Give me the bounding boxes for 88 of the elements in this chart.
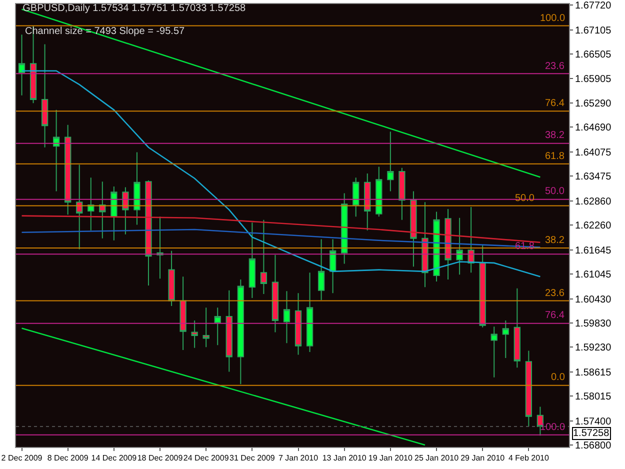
annotation: 38.2 <box>545 235 565 246</box>
candlestick <box>376 166 382 218</box>
candlestick <box>479 244 486 328</box>
candlestick <box>260 219 268 294</box>
candlestick <box>99 181 106 239</box>
annotation: 61.8 <box>545 151 565 162</box>
y-tick-label: 1.67105 <box>575 25 612 36</box>
x-tick-label: 31 Dec 2009 <box>229 454 276 463</box>
annotation: 50.0 <box>545 186 565 197</box>
candlestick <box>248 222 256 298</box>
x-tick-label: 2 Dec 2009 <box>1 454 43 463</box>
candlestick <box>283 290 290 344</box>
candlestick <box>294 292 302 356</box>
y-tick-label: 1.66505 <box>575 50 612 61</box>
candlestick <box>41 44 48 148</box>
candlestick <box>456 217 463 276</box>
candlestick <box>226 290 232 372</box>
annotation: 100.0 <box>540 422 566 433</box>
candlestick <box>110 186 118 241</box>
y-tick-label: 1.61045 <box>575 270 612 281</box>
y-tick-label: 1.56800 <box>575 440 612 452</box>
candlestick <box>364 173 371 231</box>
candlestick <box>502 320 509 358</box>
annotation: 76.4 <box>545 310 565 321</box>
y-tick-label: 1.58015 <box>575 392 612 403</box>
line-series <box>21 70 541 278</box>
candlestick <box>122 186 129 235</box>
y-tick-label: 1.58615 <box>575 367 612 378</box>
x-tick-label: 25 Jan 2010 <box>414 454 460 463</box>
candlestick <box>180 276 186 350</box>
candlestick <box>422 202 428 288</box>
annotation: 76.4 <box>545 98 565 109</box>
line-series <box>21 215 541 244</box>
x-tick-label: 18 Dec 2009 <box>137 454 184 463</box>
candlestick <box>134 152 140 226</box>
annotation: 23.6 <box>545 288 565 299</box>
candlestick <box>410 190 417 268</box>
candlestick <box>191 320 198 348</box>
y-tick-label: 1.59830 <box>575 318 612 330</box>
y-tick-label: 1.64075 <box>575 148 612 158</box>
chart-title: GBPUSD,Daily 1.57534 1.57751 1.57033 1.57258 <box>22 2 246 14</box>
candlestick <box>398 167 406 220</box>
candlestick <box>330 238 336 294</box>
y-tick-label: 1.62860 <box>575 196 612 208</box>
candlestick <box>341 192 348 264</box>
annotation: 100.0 <box>540 13 566 24</box>
candlestick <box>352 177 360 218</box>
x-tick-label: 14 Dec 2009 <box>91 454 138 463</box>
x-tick-label: 19 Jan 2010 <box>368 454 413 463</box>
annotation: 23.6 <box>545 61 565 72</box>
x-tick-label: 7 Jan 2010 <box>278 454 319 463</box>
candlestick <box>514 288 520 368</box>
candlestick <box>156 216 164 280</box>
annotation: 0.0 <box>551 372 566 383</box>
y-tick-label: 1.59230 <box>575 342 612 354</box>
x-tick-label: 24 Dec 2009 <box>183 454 230 463</box>
candlestick <box>202 307 210 348</box>
candlestick <box>214 307 221 346</box>
y-tick-label: 1.65905 <box>575 74 612 85</box>
y-tick-label: 1.61645 <box>575 245 612 256</box>
candlestick <box>272 254 279 333</box>
candlestick <box>64 124 72 216</box>
y-tick-label: 1.63475 <box>575 172 612 183</box>
x-tick-label: 29 Jan 2010 <box>460 454 506 463</box>
candlestick <box>88 177 94 231</box>
annotation: 38.2 <box>545 130 565 141</box>
candlestick <box>76 164 83 250</box>
candlestick <box>490 326 498 378</box>
y-tick-label: 1.62260 <box>575 220 612 232</box>
line-series <box>21 228 541 248</box>
candlestick <box>387 131 394 192</box>
candlestick <box>168 250 175 307</box>
y-tick-label: 1.67720 <box>575 0 612 12</box>
x-tick-label: 13 Jan 2010 <box>322 454 367 463</box>
candlestick <box>318 238 325 300</box>
candlestick <box>53 109 60 192</box>
candlestick <box>525 350 532 427</box>
y-tick-label: 1.64690 <box>575 122 612 134</box>
candlestick <box>306 272 314 352</box>
y-tick-label: 1.60430 <box>575 294 612 306</box>
x-tick-label: 4 Feb 2010 <box>508 454 550 463</box>
y-tick-label: 1.65290 <box>575 98 612 110</box>
y-tick-label: 1.57400 <box>575 416 612 428</box>
candlestick <box>237 278 244 385</box>
candlestick <box>145 180 152 286</box>
x-tick-label: 8 Dec 2009 <box>47 454 89 463</box>
candlestick <box>18 34 26 96</box>
ref-line-label: 1.57258 <box>573 428 610 439</box>
